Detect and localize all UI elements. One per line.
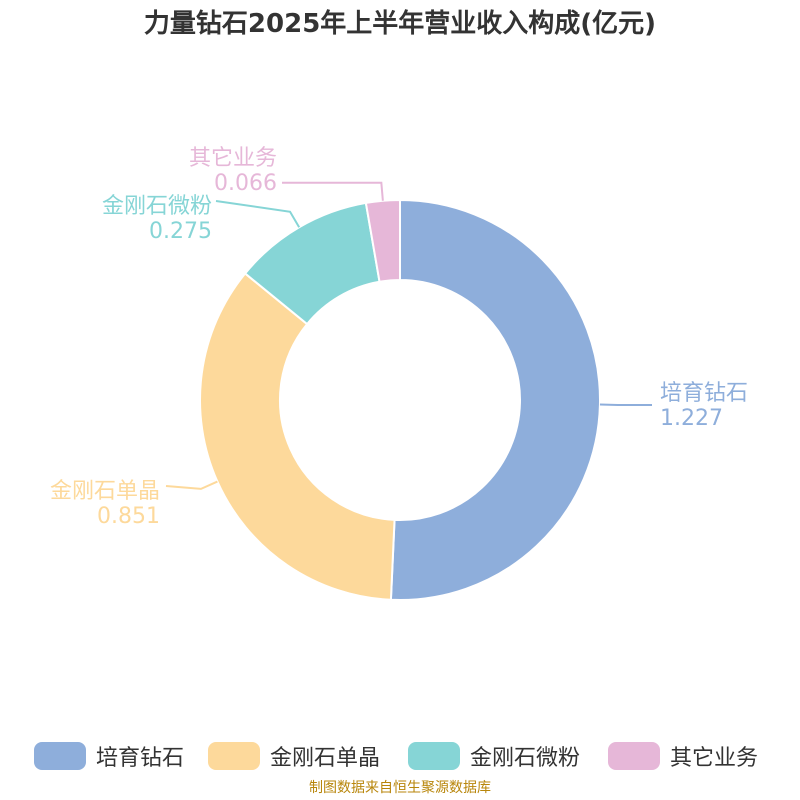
legend-swatch-3 xyxy=(608,742,660,770)
slice-1[interactable] xyxy=(199,272,396,601)
legend-swatch-1 xyxy=(208,742,260,770)
slice-3[interactable] xyxy=(364,198,401,283)
legend: 培育钻石 金刚石单晶 金刚石微粉 其它业务 xyxy=(0,736,800,776)
slice-label-3: 其它业务 xyxy=(189,146,277,171)
slice-value-3: 0.066 xyxy=(214,171,277,196)
slice-value-1: 0.851 xyxy=(97,504,160,529)
chart-title: 力量钻石2025年上半年营业收入构成(亿元) xyxy=(143,9,657,39)
slice-label-0: 培育钻石 xyxy=(660,381,748,406)
legend-swatch-2 xyxy=(408,742,460,770)
legend-label-2: 金刚石微粉 xyxy=(470,746,581,771)
slice-0[interactable] xyxy=(389,198,602,601)
leader-line-2 xyxy=(215,200,301,228)
leader-line-3 xyxy=(282,181,384,201)
legend-item-1[interactable]: 金刚石单晶 xyxy=(208,736,380,776)
legend-label-3: 其它业务 xyxy=(670,746,759,771)
legend-item-0[interactable]: 培育钻石 xyxy=(34,736,184,776)
legend-swatch-0 xyxy=(34,742,86,770)
slice-value-0: 1.227 xyxy=(660,406,723,431)
slice-value-2: 0.275 xyxy=(149,219,212,244)
legend-label-0: 培育钻石 xyxy=(96,746,185,771)
slices-group xyxy=(199,198,602,601)
legend-item-2[interactable]: 金刚石微粉 xyxy=(408,736,580,776)
slice-label-1: 金刚石单晶 xyxy=(50,479,160,504)
legend-item-3[interactable]: 其它业务 xyxy=(608,736,758,776)
slice-label-2: 金刚石微粉 xyxy=(102,194,212,219)
leader-line-1 xyxy=(165,480,218,490)
source-note: 制图数据来自恒生聚源数据库 xyxy=(309,780,491,796)
legend-label-1: 金刚石单晶 xyxy=(270,746,381,771)
